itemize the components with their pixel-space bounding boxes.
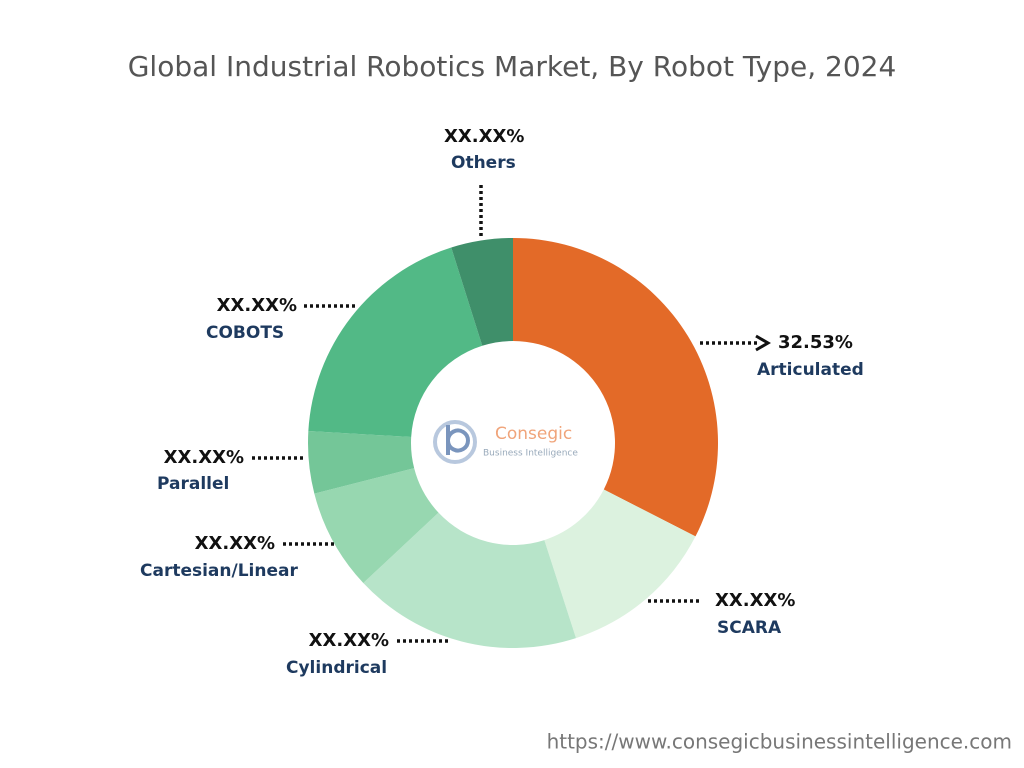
category-label: COBOTS bbox=[206, 323, 284, 343]
category-label: Cartesian/Linear bbox=[140, 561, 298, 581]
value-label: XX.XX% bbox=[217, 295, 297, 316]
category-label: Cylindrical bbox=[286, 658, 387, 678]
category-label: SCARA bbox=[717, 618, 782, 638]
donut bbox=[308, 238, 718, 649]
donut-slice bbox=[363, 512, 576, 649]
source-url: https://www.consegicbusinessintelligence… bbox=[547, 730, 1012, 754]
logo-name: Consegic bbox=[495, 424, 572, 444]
donut-slice bbox=[513, 238, 718, 537]
value-label: XX.XX% bbox=[164, 447, 244, 468]
donut-slice bbox=[544, 489, 696, 639]
value-label: XX.XX% bbox=[195, 533, 275, 554]
chart-title: Global Industrial Robotics Market, By Ro… bbox=[128, 50, 897, 83]
logo-icon bbox=[433, 420, 477, 464]
donut-slice bbox=[314, 468, 439, 584]
value-label: 32.53% bbox=[778, 332, 853, 353]
logo: Consegic Business Intelligence bbox=[433, 420, 578, 464]
logo-tagline: Business Intelligence bbox=[483, 449, 578, 459]
value-label: XX.XX% bbox=[715, 590, 795, 611]
donut-slice bbox=[451, 238, 513, 346]
logo-icon bbox=[446, 425, 470, 455]
leader-arrow bbox=[755, 334, 771, 352]
category-label: Others bbox=[451, 153, 516, 173]
category-label: Articulated bbox=[757, 360, 864, 380]
donut-slice bbox=[308, 247, 483, 438]
value-label: XX.XX% bbox=[444, 126, 524, 147]
value-label: XX.XX% bbox=[309, 630, 389, 651]
donut-slice bbox=[308, 431, 415, 494]
category-label: Parallel bbox=[157, 474, 229, 494]
leaders bbox=[252, 185, 771, 643]
